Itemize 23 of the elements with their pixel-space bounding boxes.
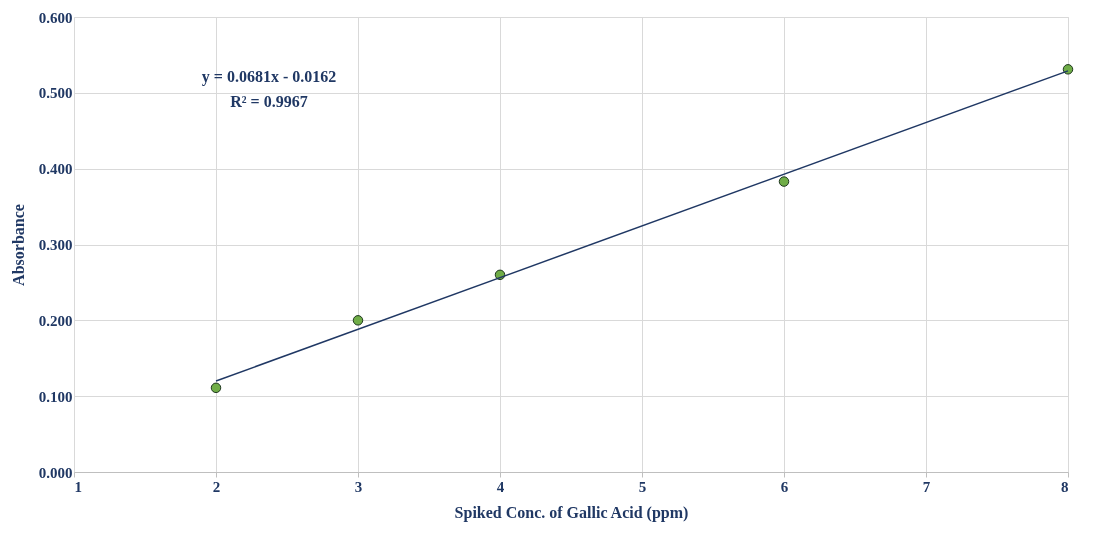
x-tick-label: 2 [212, 478, 221, 495]
annotation: R² = 0.9967 [230, 93, 308, 110]
y-tick-label: 0.400 [38, 161, 73, 178]
x-tick-label: 7 [922, 478, 931, 495]
annotation: y = 0.0681x - 0.0162 [201, 68, 337, 86]
y-tick-label: 0.600 [38, 9, 73, 26]
y-tick-label: 0.500 [38, 85, 73, 102]
point [778, 176, 790, 187]
y-axis-title: Absorbance [9, 204, 27, 286]
point [352, 315, 364, 326]
y-tick-label: 0.200 [38, 312, 73, 329]
y-tick-label: 0.000 [38, 464, 73, 481]
y-tick-label: 0.100 [38, 388, 73, 405]
x-tick-label: 4 [496, 478, 505, 495]
x-axis-title: Spiked Conc. of Gallic Acid (ppm) [454, 503, 689, 522]
point [1062, 64, 1074, 75]
x-tick-label: 1 [74, 478, 82, 495]
x-tick-label: 3 [354, 478, 363, 495]
x-tick-label: 5 [638, 478, 647, 495]
x-tick-label: 8 [1061, 478, 1069, 495]
y-tick-label: 0.300 [38, 237, 73, 253]
x-tick-label: 6 [780, 478, 789, 495]
point [210, 382, 222, 394]
